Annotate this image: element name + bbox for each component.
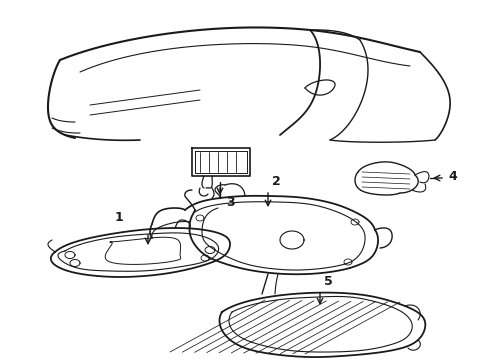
Text: 1: 1 bbox=[115, 211, 124, 224]
Text: 3: 3 bbox=[226, 196, 235, 209]
Text: 5: 5 bbox=[324, 275, 333, 288]
Text: 2: 2 bbox=[272, 175, 281, 188]
Text: 4: 4 bbox=[448, 170, 457, 183]
